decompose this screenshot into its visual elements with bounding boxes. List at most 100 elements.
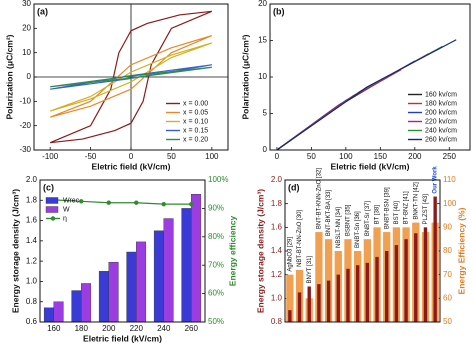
bar (98, 271, 109, 323)
y-axis-label: Energy storage density (J/cm³) (255, 189, 265, 313)
legend-label: 240 kv/cm (425, 127, 457, 134)
y-tick-label: 1.2 (271, 270, 283, 279)
x-tick-label: 50 (307, 152, 316, 161)
x-tick-label: 200 (408, 152, 422, 161)
category-label: BT-BNZ [41] (404, 191, 410, 224)
x-tick-label: 260 (185, 324, 199, 333)
series-line (49, 10, 213, 144)
y-tick-label: 20 (22, 23, 31, 32)
legend-label: 180 kv/cm (425, 100, 457, 107)
y-tick-label: 5 (263, 109, 268, 118)
x-tick-label: 240 (157, 324, 171, 333)
y-tick-label: 10 (22, 48, 31, 57)
legend-label: 260 kv/cm (425, 136, 457, 143)
category-label: BNBT-BSN [39] (384, 187, 390, 229)
bar (53, 301, 64, 323)
plot-frame (269, 3, 471, 151)
y-tick-label: 1.8 (26, 195, 38, 204)
bar (375, 256, 379, 322)
x-tick-label: -50 (85, 152, 97, 161)
legend-label: 160 kv/cm (425, 91, 457, 98)
bar (288, 310, 292, 322)
legend-swatch (45, 197, 59, 204)
y2-tick-label: 70 (443, 270, 452, 279)
x-tick-label: 100 (339, 152, 353, 161)
category-label: BNT-BKT-BA [33] (326, 189, 332, 236)
plot-frame (284, 179, 441, 323)
series-line (276, 39, 457, 151)
y-tick-label: -20 (19, 121, 31, 130)
x-axis-label: Eletric field (kV/cm) (83, 333, 162, 343)
panel-label: (a) (37, 6, 48, 16)
y2-tick-label: 80% (208, 232, 224, 241)
y-tick-label: 2.0 (271, 175, 283, 184)
bar (385, 251, 389, 322)
bar (326, 280, 331, 322)
x-tick-label: -100 (42, 152, 59, 161)
y2-tick-label: 100 (443, 199, 457, 208)
y2-axis-label: Energy efficiency (227, 216, 237, 287)
bar (346, 268, 350, 322)
bar (315, 232, 323, 322)
x-tick-label: 0 (129, 152, 134, 161)
y-axis-label: Polarization (μC/cm²) (240, 34, 250, 119)
legend-label: x = 0.00 (183, 100, 208, 107)
y2-tick-label: 90% (208, 204, 224, 213)
panel-label: (d) (288, 182, 300, 192)
series-line (276, 45, 443, 151)
category-label: BNKT-TN [42] (413, 182, 419, 220)
bar (355, 265, 360, 322)
y-tick-label: 0 (263, 145, 268, 154)
series-line (276, 53, 429, 151)
legend-label: η (63, 215, 67, 222)
legend-label: 200 kv/cm (425, 109, 457, 116)
y-tick-label: 0.8 (26, 297, 38, 306)
category-label: AgNbO3 [29] (287, 237, 293, 272)
point (189, 201, 194, 207)
panel-label: (c) (43, 182, 54, 192)
x-tick-label: 0 (275, 152, 280, 161)
y-axis-label: Energy storage density (J/cm³) (10, 189, 20, 313)
y2-tick-label: 100% (208, 175, 228, 184)
category-label: BNBT-Sn [36] (355, 211, 361, 248)
bar (136, 241, 147, 323)
x-tick-label: 220 (130, 324, 144, 333)
y-tick-label: 1.4 (26, 236, 38, 245)
point (106, 200, 111, 205)
y-tick-label: 15 (258, 36, 267, 45)
y2-tick-label: 80 (443, 246, 452, 255)
plot-frame (33, 3, 229, 151)
category-label: BNYT [31] (307, 256, 313, 284)
y2-tick-label: 90 (443, 222, 452, 231)
y-tick-label: 1.2 (26, 256, 38, 265)
y-tick-label: 0.6 (26, 317, 38, 326)
y2-tick-label: 50 (443, 317, 452, 326)
y-tick-label: 1.0 (271, 293, 283, 302)
bar (163, 218, 174, 323)
bar (394, 245, 399, 322)
x-tick-label: 50 (167, 152, 176, 161)
y-tick-label: 10 (258, 72, 267, 81)
y-tick-label: 0 (27, 72, 32, 81)
bar (423, 227, 428, 322)
legend-label: x = 0.05 (183, 109, 208, 116)
y-tick-label: 2.0 (26, 175, 38, 184)
bar (414, 233, 418, 322)
legend-label: 220 kv/cm (425, 118, 457, 125)
plot-frame (39, 179, 206, 323)
bar (81, 283, 92, 323)
bar (191, 193, 202, 323)
y-tick-label: 1.6 (26, 216, 38, 225)
y-tick-label: 0.8 (271, 317, 283, 326)
category-label: PLZST [43] (423, 194, 429, 225)
bar (181, 208, 192, 323)
series-line (276, 60, 416, 151)
bar (433, 196, 437, 322)
legend-label: W (63, 206, 70, 213)
y2-tick-label: 50% (208, 317, 224, 326)
category-label: BNT-BT-KNN-ZnO [32] (316, 168, 322, 229)
legend-label: x = 0.15 (183, 127, 208, 134)
x-tick-label: 200 (102, 324, 116, 333)
bar (307, 286, 311, 322)
